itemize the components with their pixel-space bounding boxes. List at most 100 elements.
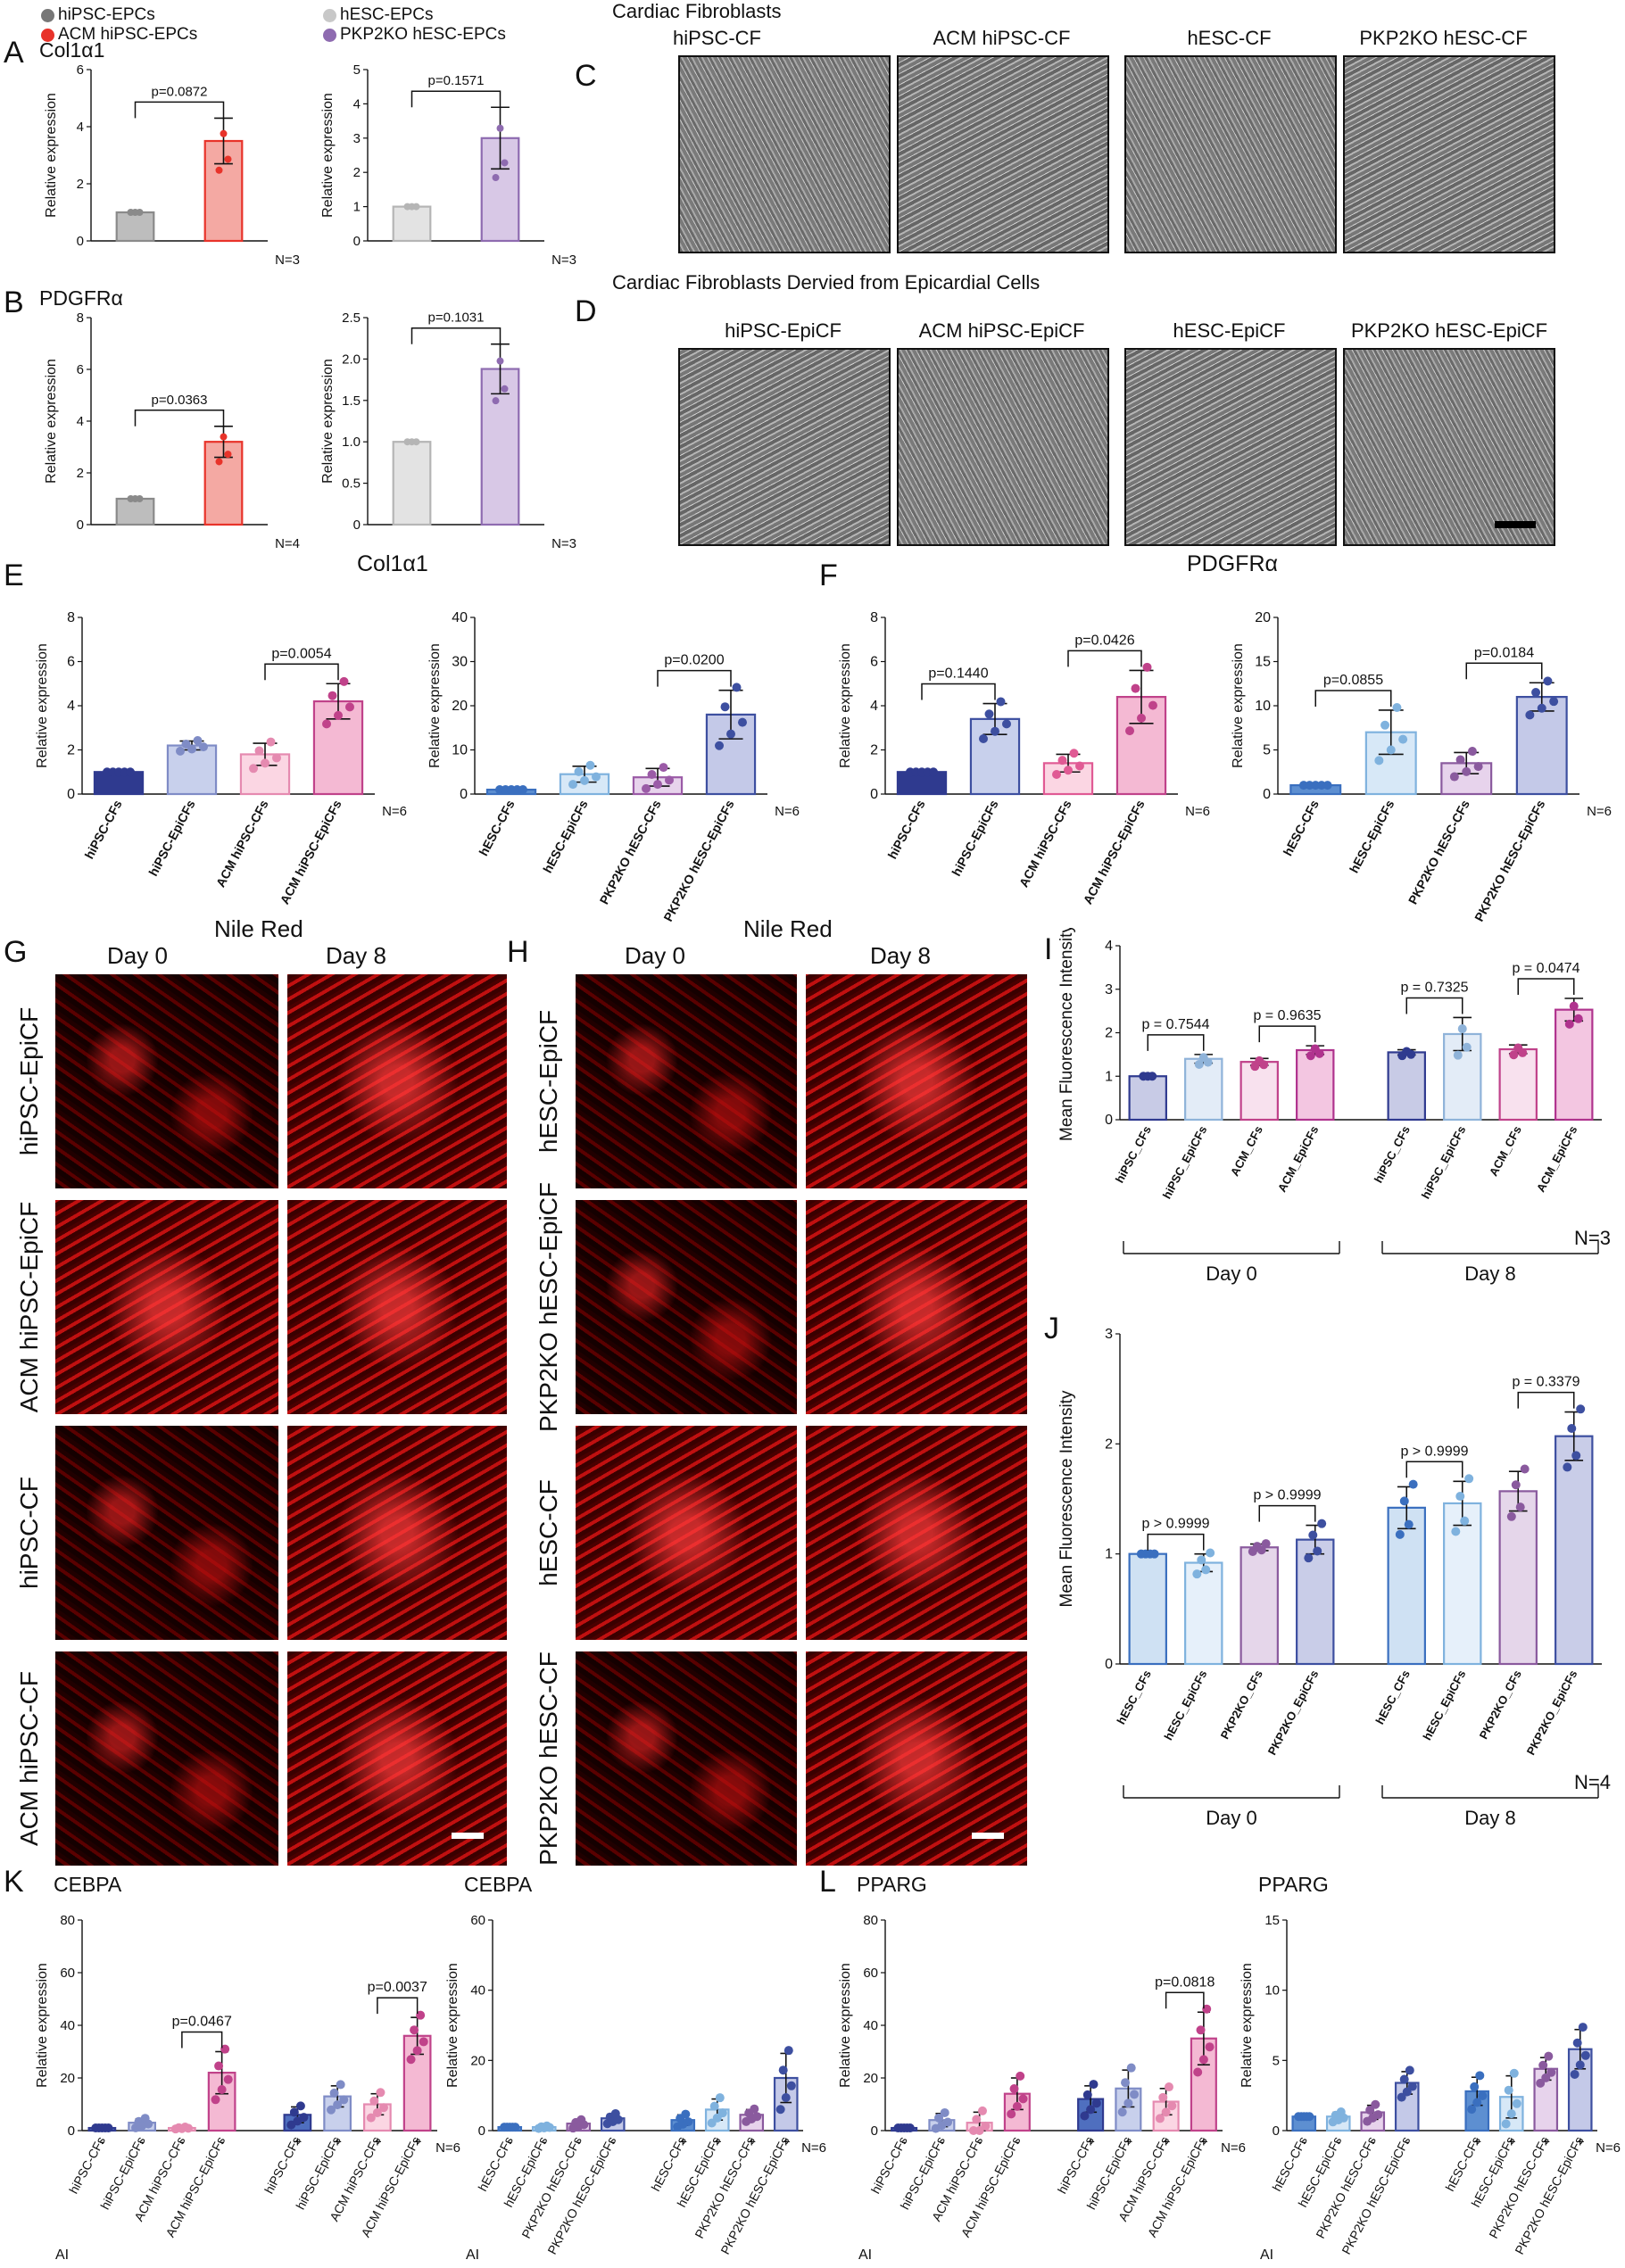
p-value-label: p = 0.7544: [1141, 1017, 1209, 1032]
data-point: [585, 760, 595, 770]
data-point: [1161, 2107, 1171, 2117]
y-axis-label: Relative expression: [35, 1963, 50, 2088]
data-point: [336, 2080, 345, 2090]
data-point: [1192, 1569, 1202, 1579]
p-value-label: p=0.1571: [428, 73, 485, 88]
data-point: [977, 2106, 987, 2115]
data-point: [1142, 662, 1152, 672]
ai-sign: -: [576, 2133, 581, 2150]
data-point: [1538, 2060, 1548, 2070]
ai-sign: -: [542, 2133, 547, 2150]
data-point: [1012, 2101, 1022, 2111]
data-point: [406, 2055, 416, 2065]
data-point: [928, 767, 938, 777]
data-point: [1478, 2090, 1488, 2100]
y-tick-label: 4: [353, 96, 361, 112]
data-point: [1205, 2042, 1215, 2052]
p-value-bracket: [921, 683, 996, 700]
y-tick-label: 0: [1263, 787, 1271, 802]
data-point: [1155, 2114, 1165, 2123]
data-point: [591, 772, 601, 782]
bar: [392, 205, 432, 243]
data-point: [1546, 2067, 1556, 2077]
y-tick-label: 6: [67, 655, 75, 670]
data-point: [104, 2123, 113, 2133]
data-point: [1462, 1042, 1472, 1052]
data-point: [778, 2065, 788, 2075]
ai-sign: +: [713, 2133, 722, 2150]
data-point: [580, 775, 589, 785]
chart-f1: 0 2 4 6 8 Relative expression hiPSC-CFs hiPSC-E…: [838, 610, 1210, 906]
chart-b2: 0 0.5 1.0 1.5 2.0 2.5 Relative expression p=0.1…: [320, 310, 576, 551]
data-point: [1404, 1519, 1414, 1529]
nile-red-g-r3-day0: [55, 1426, 278, 1640]
p-value-bracket: [1147, 1533, 1205, 1551]
data-point: [1576, 1404, 1586, 1414]
y-tick-label: 5: [353, 62, 361, 78]
data-point: [1339, 2113, 1348, 2123]
data-point: [1202, 2004, 1212, 2014]
data-point: [972, 2115, 982, 2124]
h-row-label-3-wrap: hESC-CF: [526, 1426, 571, 1640]
nile-red-g-r4-day0: [55, 1651, 278, 1866]
data-point: [1506, 2109, 1516, 2119]
ai-sign: +: [1123, 2133, 1132, 2150]
data-point: [1130, 2090, 1140, 2099]
p-value-label: p=0.0818: [1155, 1974, 1215, 1990]
ai-sign: -: [139, 2133, 145, 2150]
data-point: [518, 785, 527, 795]
y-tick-label: 10: [1264, 1983, 1280, 1999]
p-value-label: p=0.1031: [428, 310, 485, 326]
data-point: [1509, 2068, 1519, 2078]
data-point: [1569, 1001, 1579, 1011]
p-value-bracket: [657, 669, 732, 687]
n-label: N=6: [382, 804, 407, 819]
micro-d-label-2: ACM hiPSC-EpiCF: [918, 319, 1085, 342]
y-tick-label: 0: [353, 517, 361, 533]
data-point: [905, 2123, 915, 2133]
ai-sign: -: [1405, 2133, 1410, 2150]
data-point: [1374, 756, 1384, 766]
p-value-bracket: [1165, 1991, 1205, 2009]
y-tick-label: 15: [1264, 1913, 1280, 1928]
h-title-nile-red: Nile Red: [743, 915, 833, 942]
chart-title: PDGFRα: [39, 286, 123, 310]
panel-letter-l: L: [819, 1865, 836, 1899]
y-axis-label: Relative expression: [445, 1963, 460, 2088]
p-value-bracket: [1517, 1391, 1575, 1409]
data-point: [496, 124, 504, 132]
y-axis-label: Relative expression: [35, 643, 50, 768]
data-point: [144, 2119, 153, 2129]
data-point: [568, 780, 578, 790]
y-tick-label: 20: [452, 699, 468, 714]
data-point: [1322, 781, 1332, 790]
data-point: [1069, 749, 1079, 758]
data-point: [940, 2107, 949, 2117]
y-tick-label: 2: [1105, 1436, 1113, 1452]
ai-sign: +: [1162, 2133, 1171, 2150]
data-point: [1453, 1050, 1463, 1060]
ai-sign: -: [507, 2133, 512, 2150]
data-point: [412, 2046, 422, 2056]
data-point: [327, 691, 337, 700]
data-point: [1515, 1502, 1525, 1512]
data-point: [1304, 1553, 1314, 1563]
data-point: [416, 2010, 426, 2020]
data-point: [339, 2095, 349, 2105]
data-point: [1455, 755, 1465, 765]
group-label: Day 0: [1206, 1807, 1256, 1829]
micrograph-pkp2ko-hesc-epicf: [1343, 348, 1555, 546]
data-point: [1571, 1451, 1581, 1461]
x-tick-label: hESC-EpiCFs: [540, 798, 591, 875]
data-point: [1397, 2092, 1406, 2102]
y-tick-label: 30: [452, 655, 468, 670]
bar: [1184, 1561, 1223, 1666]
micro-c-label-4: PKP2KO hESC-CF: [1359, 27, 1528, 49]
bar: [1387, 1506, 1426, 1666]
data-point: [1464, 1474, 1474, 1484]
data-point: [1575, 2060, 1585, 2070]
data-point: [1536, 2078, 1546, 2088]
g-title-nile-red: Nile Red: [214, 915, 303, 942]
title-f-pdgfra: PDGFRα: [1187, 551, 1278, 576]
